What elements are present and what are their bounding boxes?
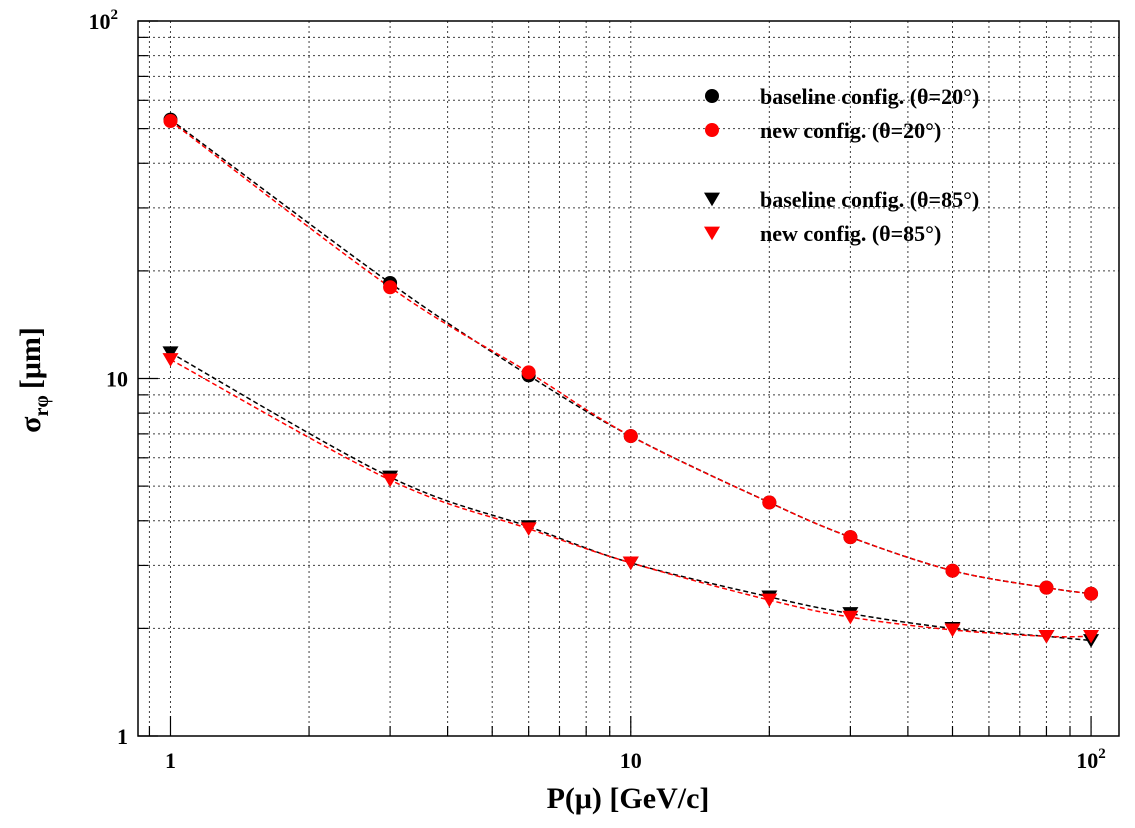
- data-point-series-1: [1039, 580, 1054, 595]
- legend-label-1: new config. (θ=20°): [760, 118, 941, 143]
- svg-text:σrφ[μm]: σrφ [μm]: [14, 327, 53, 433]
- y-tick-label: 102: [89, 7, 119, 34]
- y-tick-label: 1: [117, 724, 128, 749]
- legend: baseline config. (θ=20°) new config. (θ=2…: [704, 84, 979, 246]
- data-point-series-1: [163, 114, 178, 129]
- x-tick-label: 102: [1076, 746, 1106, 773]
- legend-marker-3: [704, 226, 720, 241]
- data-point-series-3: [761, 593, 778, 608]
- legend-marker-1: [705, 123, 719, 137]
- x-axis-label: P(μ) [GeV/c]: [547, 782, 710, 815]
- y-axis-label-subscript: rφ: [31, 395, 53, 416]
- legend-marker-0: [705, 89, 719, 103]
- grid: [138, 20, 1119, 737]
- legend-label-0: baseline config. (θ=20°): [760, 84, 979, 109]
- data-point-series-1: [762, 495, 777, 510]
- x-tick-label: 10: [620, 748, 642, 773]
- data-point-series-1: [383, 280, 398, 295]
- y-axis-label-symbol: σ: [14, 416, 47, 433]
- data-point-series-1: [1084, 586, 1099, 601]
- legend-marker-2: [704, 192, 720, 207]
- data-point-series-3: [1083, 629, 1100, 644]
- data-point-series-3: [944, 623, 961, 638]
- data-point-series-3: [162, 353, 179, 367]
- data-point-series-3: [1038, 629, 1055, 644]
- data-point-series-1: [843, 530, 858, 545]
- axis-ticks: [138, 20, 1092, 737]
- data-point-series-3: [520, 522, 537, 536]
- y-axis-label: σrφ [μm]: [14, 327, 53, 433]
- data-point-series-1: [623, 429, 638, 444]
- data-points: [162, 112, 1100, 648]
- y-axis-label-unit: [μm]: [14, 327, 47, 389]
- y-tick-label: 10: [106, 367, 128, 392]
- data-point-series-1: [521, 365, 536, 380]
- legend-label-3: new config. (θ=85°): [760, 221, 941, 246]
- data-point-series-3: [842, 610, 859, 625]
- data-point-series-1: [945, 563, 960, 578]
- data-point-series-3: [622, 556, 639, 571]
- x-tick-label: 1: [165, 748, 176, 773]
- tick-labels: 1 10 102 1 10 102: [89, 7, 1106, 773]
- data-point-series-3: [382, 473, 399, 488]
- legend-label-2: baseline config. (θ=85°): [760, 187, 979, 212]
